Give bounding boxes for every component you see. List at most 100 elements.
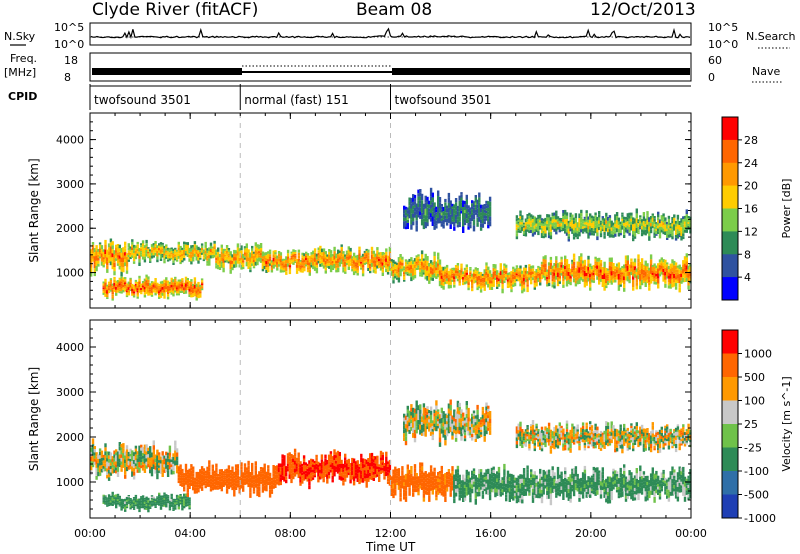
data-cell (274, 250, 277, 253)
data-cell (594, 270, 597, 273)
data-cell (619, 228, 622, 231)
data-cell (592, 267, 595, 271)
data-cell (220, 478, 223, 482)
data-cell (558, 217, 561, 221)
data-cell (671, 220, 674, 224)
data-cell (109, 499, 113, 501)
data-cell (513, 282, 517, 287)
data-cell (297, 467, 300, 473)
data-cell (152, 255, 155, 258)
data-cell (102, 249, 105, 252)
data-cell (592, 228, 595, 231)
data-cell (408, 267, 411, 271)
data-cell (510, 277, 513, 281)
data-cell (623, 264, 626, 269)
data-cell (209, 481, 213, 485)
data-cell (179, 495, 182, 497)
data-cell (519, 216, 522, 219)
data-cell (317, 250, 320, 253)
data-cell (639, 223, 642, 226)
data-cell (158, 250, 161, 253)
data-cell (102, 457, 105, 461)
data-cell (122, 267, 125, 273)
data-cell (537, 269, 540, 272)
data-cell (154, 499, 157, 501)
data-cell (177, 466, 180, 469)
data-cell (428, 276, 431, 281)
data-cell (369, 472, 372, 477)
data-cell (442, 219, 445, 225)
data-cell (183, 501, 186, 504)
data-cell (233, 478, 236, 483)
data-cell (145, 250, 148, 254)
data-cell (118, 281, 121, 284)
data-cell (98, 465, 102, 469)
data-cell (199, 291, 202, 294)
data-cell (238, 248, 241, 252)
data-cell (301, 466, 304, 470)
data-cell (370, 457, 374, 462)
data-cell (132, 460, 136, 464)
data-cell (403, 279, 406, 282)
data-cell (673, 214, 676, 218)
data-cell (238, 251, 241, 255)
data-cell (628, 275, 631, 280)
data-cell (154, 506, 157, 508)
data-cell (261, 489, 265, 493)
data-cell (449, 281, 452, 285)
data-cell (166, 256, 170, 259)
data-cell (687, 219, 690, 222)
data-cell (412, 217, 415, 222)
data-cell (476, 268, 479, 271)
data-cell (479, 285, 483, 290)
data-cell (378, 263, 381, 266)
data-cell (243, 258, 247, 260)
data-cell (93, 461, 96, 465)
data-cell (106, 464, 109, 469)
data-cell (674, 226, 678, 230)
data-cell (549, 231, 553, 236)
data-cell (503, 270, 506, 274)
data-cell (410, 203, 413, 209)
data-cell (175, 283, 179, 286)
data-cell (685, 273, 688, 278)
data-cell (352, 463, 356, 468)
data-cell (217, 474, 220, 477)
data-cell (150, 471, 154, 477)
data-cell (657, 283, 660, 289)
data-cell (671, 263, 674, 268)
data-cell (125, 445, 129, 450)
data-cell (540, 230, 544, 234)
data-cell (174, 256, 177, 259)
data-cell (646, 273, 649, 277)
data-cell (127, 259, 130, 262)
data-cell (104, 286, 107, 290)
data-cell (174, 502, 177, 505)
data-cell (179, 500, 182, 502)
data-cell (229, 255, 232, 261)
data-cell (689, 227, 692, 231)
data-cell (158, 285, 161, 288)
nsearch-label: N.Search (746, 30, 796, 43)
data-cell (102, 496, 105, 498)
data-cell (129, 461, 132, 465)
data-cell (231, 486, 234, 491)
data-cell (462, 282, 465, 286)
data-cell (472, 271, 476, 274)
data-cell (567, 228, 570, 232)
data-cell (431, 265, 434, 269)
data-cell (245, 467, 248, 471)
data-cell (124, 241, 127, 246)
data-cell (243, 251, 247, 253)
data-cell (451, 214, 454, 217)
data-cell (585, 224, 588, 228)
data-cell (113, 458, 116, 462)
data-cell (159, 258, 163, 261)
data-cell (329, 451, 333, 454)
data-cell (388, 261, 392, 266)
data-cell (125, 292, 129, 294)
data-cell (444, 205, 447, 209)
data-cell (158, 295, 161, 298)
data-cell (195, 283, 198, 288)
data-cell (574, 271, 578, 275)
